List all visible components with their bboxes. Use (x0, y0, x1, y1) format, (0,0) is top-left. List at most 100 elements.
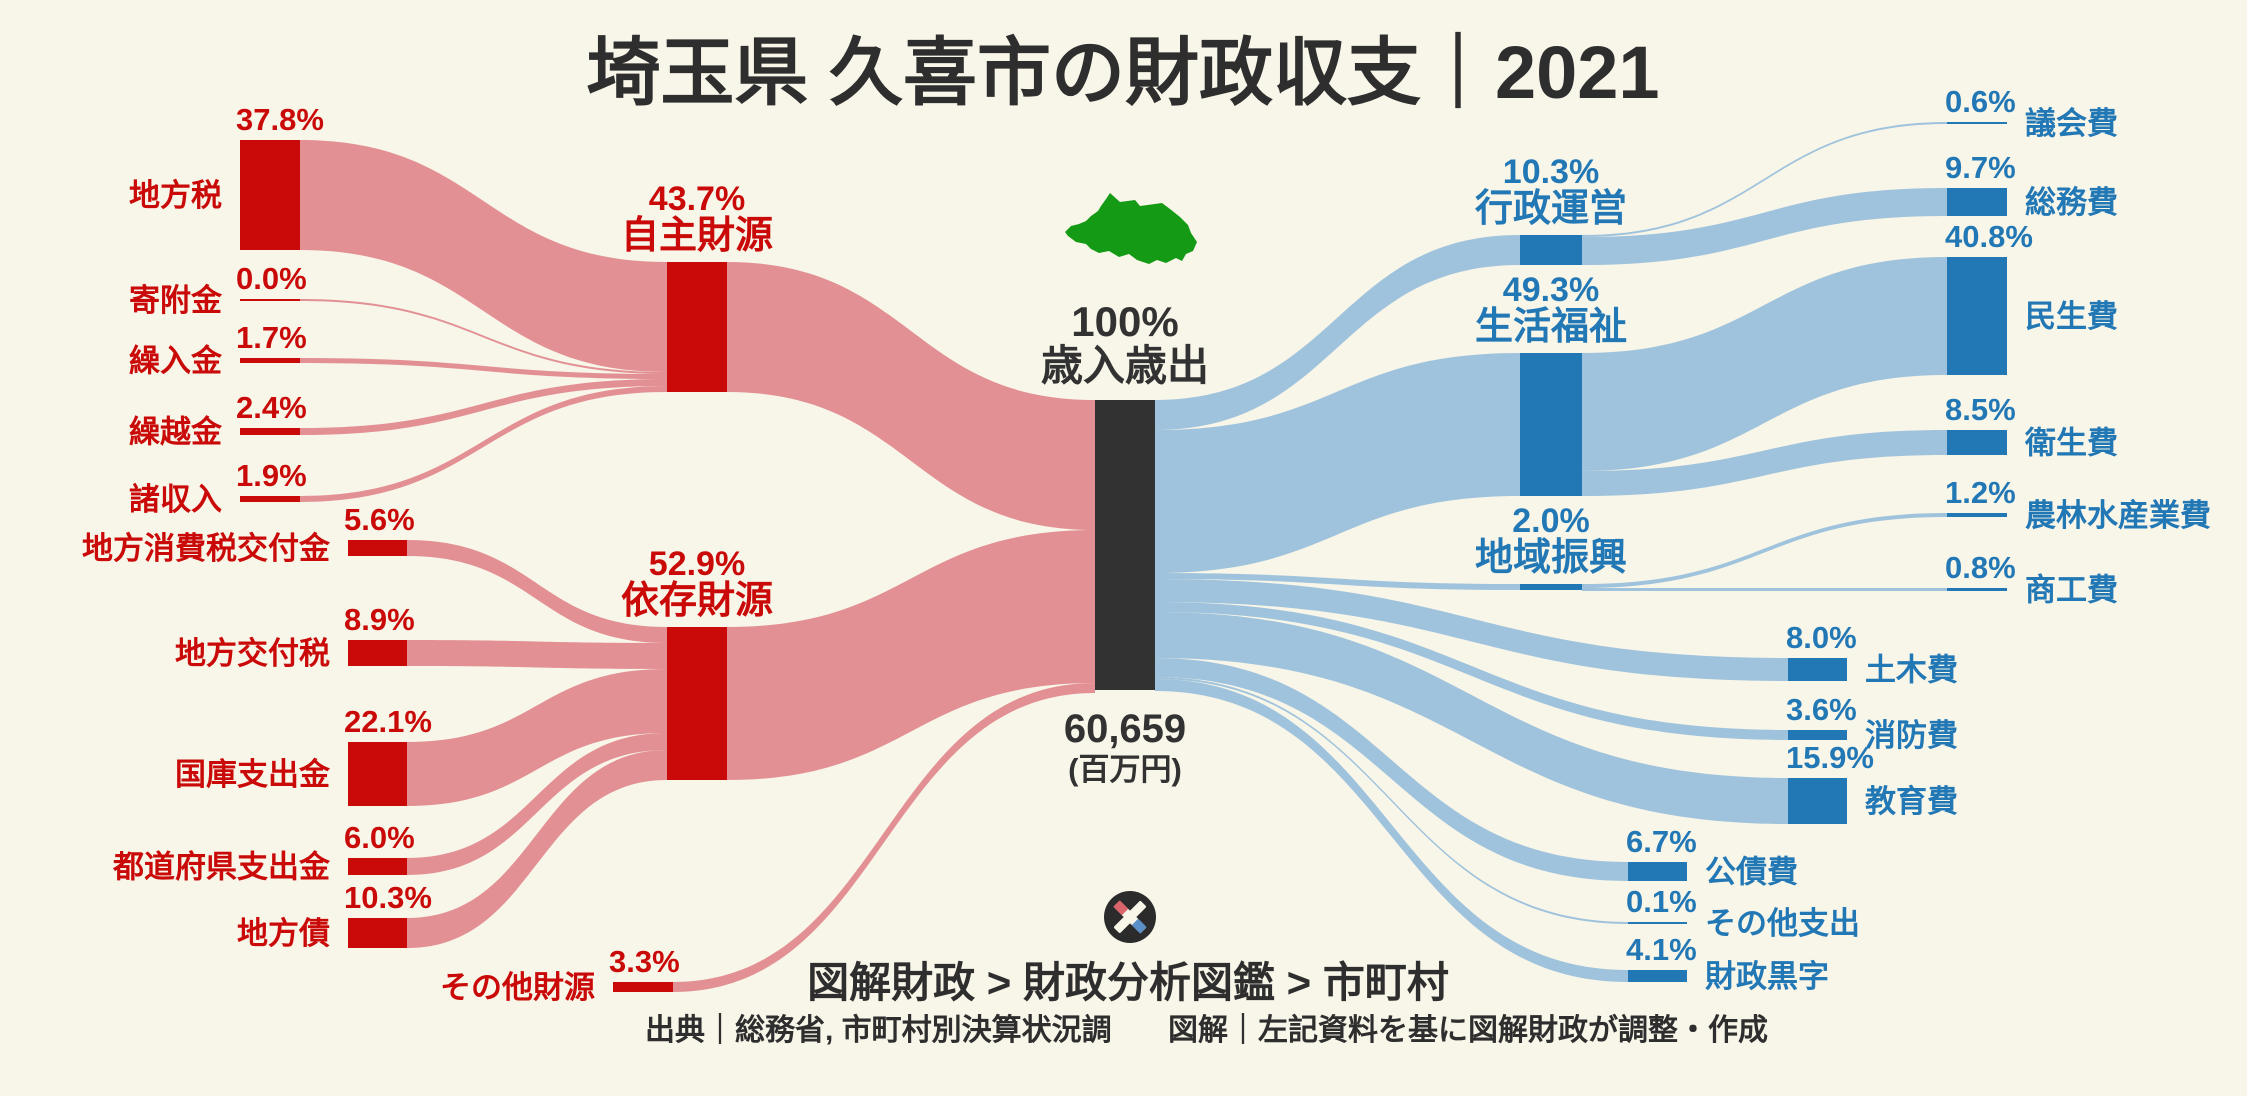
flow-local_alloc_tax-to-dependent_sources (407, 640, 667, 669)
node-education-pct: 15.9% (1786, 740, 1874, 775)
flow-national_treasury-to-dependent_sources (407, 669, 667, 806)
flow-consumption_tax_grant-to-dependent_sources (407, 540, 667, 643)
node-local_bonds-pct: 10.3% (344, 880, 432, 915)
flow-total-to-civil_eng (1155, 579, 1788, 681)
node-debt_service-pct: 6.7% (1626, 824, 1697, 859)
footer-breadcrumb: 図解財政 > 財政分析図鑑 > 市町村 (807, 959, 1449, 1006)
node-tax-bar (240, 140, 300, 250)
node-agriculture-label: 農林水産業費 (2025, 498, 2211, 533)
node-carryover-pct: 2.4% (236, 390, 307, 425)
node-consumption_tax_grant-pct: 5.6% (344, 502, 415, 537)
node-fire-pct: 3.6% (1786, 692, 1857, 727)
node-local_bonds-label: 地方債 (237, 916, 330, 951)
node-dependent_sources-pct: 52.9% (649, 545, 745, 583)
node-national_treasury-bar (348, 742, 407, 806)
flow-other_sources-to-total (673, 683, 1095, 992)
node-general_affairs-bar (1947, 188, 2007, 216)
sankey-labels: 37.8% 地方税 0.0% 寄附金 1.7% 繰入金 2.4% 繰越金 1.9% 諸収入 5.6%… (82, 84, 2211, 1005)
node-own_sources-bar (667, 262, 727, 392)
flow-total-to-regional (1155, 573, 1520, 590)
flow-total-to-welfare (1155, 353, 1520, 573)
flow-total-to-fire (1155, 602, 1788, 740)
flow-total-to-other_exp (1155, 677, 1628, 924)
node-regional-pct: 2.0% (1512, 502, 1590, 540)
flow-total-to-surplus (1155, 679, 1628, 982)
flow-misc_income-to-own_sources (300, 386, 667, 502)
flow-local_bonds-to-dependent_sources (407, 750, 667, 948)
node-local_alloc_tax-bar (348, 640, 407, 666)
node-other_sources-pct: 3.3% (609, 944, 680, 979)
node-misc_income-bar (240, 496, 300, 502)
node-misc_income-pct: 1.9% (236, 458, 307, 493)
center-node-pct: 100% (1071, 298, 1178, 345)
node-regional-bar (1520, 584, 1582, 590)
node-debt_service-label: 公債費 (1705, 855, 1798, 890)
flow-total-to-debt_service (1155, 658, 1628, 881)
sankey-flows (300, 122, 1947, 992)
node-admin-pct: 10.3% (1503, 153, 1599, 191)
flow-carryover-to-own_sources (300, 379, 667, 435)
node-other_exp-pct: 0.1% (1626, 884, 1697, 919)
node-welfare-bar (1520, 353, 1582, 496)
node-assembly-bar (1947, 122, 2007, 124)
flow-prefectural-to-dependent_sources (407, 733, 667, 875)
node-other_exp-bar (1628, 922, 1687, 924)
node-transfer_in-pct: 1.7% (236, 320, 307, 355)
node-education-bar (1788, 778, 1847, 824)
node-other_sources-bar (613, 982, 673, 992)
flow-total-to-education (1155, 612, 1788, 824)
sankey-nodes (240, 122, 2007, 992)
flow-dependent_sources-to-total (727, 530, 1095, 780)
node-other_sources-label: その他財源 (440, 970, 595, 1005)
node-consumption_tax_grant-label: 地方消費税交付金 (82, 531, 331, 566)
center-node-value: 60,659 (1064, 707, 1186, 751)
node-commerce-label: 商工費 (2025, 573, 2118, 608)
node-surplus-label: 財政黒字 (1705, 959, 1829, 994)
node-total-bar (1095, 400, 1155, 690)
page-title: 埼玉県 久喜市の財政収支｜2021 (586, 31, 1659, 114)
flow-total-to-admin (1155, 235, 1520, 430)
flow-transfer_in-to-own_sources (300, 358, 667, 379)
node-own_sources-label: 自主財源 (621, 215, 773, 257)
node-other_exp-label: その他支出 (1705, 906, 1860, 941)
node-donation-label: 寄附金 (129, 283, 223, 318)
zukai-zaisei-logo-icon (1104, 891, 1156, 943)
flow-own_sources-to-total (727, 262, 1095, 530)
node-local_alloc_tax-pct: 8.9% (344, 602, 415, 637)
node-carryover-label: 繰越金 (129, 415, 223, 450)
node-prefectural-label: 都道府県支出金 (112, 850, 331, 885)
node-national_treasury-label: 国庫支出金 (175, 757, 331, 792)
node-transfer_in-bar (240, 358, 300, 363)
node-own_sources-pct: 43.7% (649, 180, 745, 218)
node-civil_eng-bar (1788, 658, 1847, 681)
center-node-unit: (百万円) (1068, 752, 1182, 787)
node-tax-label: 地方税 (129, 178, 222, 213)
node-surplus-bar (1628, 970, 1687, 982)
node-assembly-label: 議会費 (2025, 106, 2118, 141)
node-admin-bar (1520, 235, 1582, 265)
node-commerce-bar (1947, 588, 2007, 591)
node-public_welfare_exp-bar (1947, 257, 2007, 375)
node-general_affairs-label: 総務費 (2025, 185, 2118, 220)
node-health-label: 衛生費 (2024, 426, 2118, 461)
node-local_alloc_tax-label: 地方交付税 (175, 636, 330, 671)
node-tax-pct: 37.8% (236, 102, 324, 137)
node-debt_service-bar (1628, 862, 1687, 881)
flow-admin-to-general_affairs (1582, 188, 1947, 265)
saitama-prefecture-map-icon (1065, 193, 1197, 264)
node-donation-bar (240, 299, 300, 301)
node-welfare-pct: 49.3% (1503, 271, 1599, 309)
footer-source: 出典｜総務省, 市町村別決算状況調 (645, 1013, 1112, 1047)
node-education-label: 教育費 (1865, 784, 1958, 819)
node-fire-bar (1788, 730, 1847, 740)
node-agriculture-bar (1947, 513, 2007, 517)
node-welfare-label: 生活福祉 (1475, 306, 1627, 348)
flow-regional-to-commerce (1582, 588, 1947, 591)
node-transfer_in-label: 繰入金 (129, 344, 223, 379)
node-public_welfare_exp-pct: 40.8% (1945, 219, 2033, 254)
node-admin-label: 行政運営 (1475, 188, 1627, 230)
flow-welfare-to-health (1582, 430, 1947, 496)
node-prefectural-bar (348, 858, 407, 875)
node-civil_eng-label: 土木費 (1865, 653, 1958, 688)
